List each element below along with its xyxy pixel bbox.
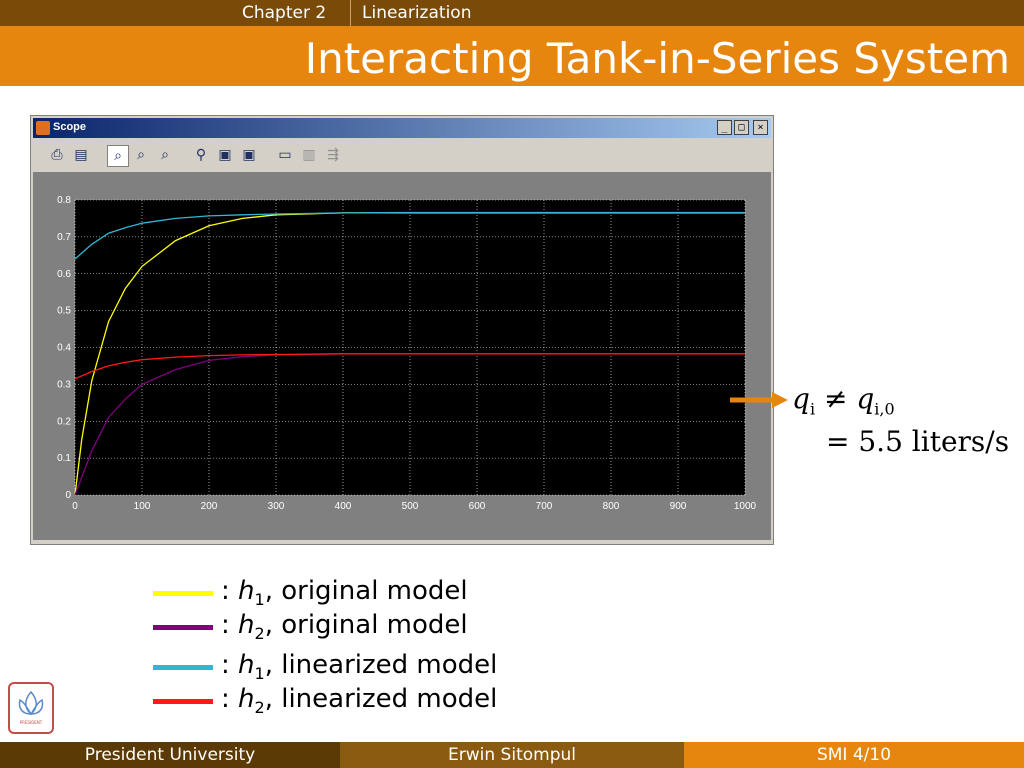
autoscale-icon[interactable]: ⚲ xyxy=(195,147,207,163)
title-bar: Interacting Tank-in-Series System xyxy=(0,26,1024,86)
x-tick-label: 0 xyxy=(72,501,78,512)
lock-axes-icon[interactable]: ▥ xyxy=(302,147,316,163)
scope-chart: 0 100 200 300 400 500 600 700 800 900 1000 0 0.1 0.2 0… xyxy=(57,195,757,512)
x-tick-label: 600 xyxy=(469,501,486,512)
y-tick-label: 0 xyxy=(65,490,71,501)
x-tick-label: 1000 xyxy=(734,501,757,512)
legend-label: : h1, original model xyxy=(221,576,468,610)
y-tick-label: 0.8 xyxy=(57,195,71,206)
legend-item: : h2, original model xyxy=(153,610,553,644)
y-tick-label: 0.6 xyxy=(57,269,71,280)
topic-label: Linearization xyxy=(362,3,472,23)
eq-operator: ≠ xyxy=(823,382,848,415)
y-tick-label: 0.3 xyxy=(57,379,71,390)
parameters-icon[interactable]: ▤ xyxy=(74,147,88,163)
eq-rhs: q xyxy=(856,382,875,415)
time-offset: Time offset: 0 xyxy=(35,580,101,591)
logo-text: PRESIDENT xyxy=(20,720,43,725)
y-tick-label: 0.1 xyxy=(57,453,71,464)
print-icon[interactable]: ⎙ xyxy=(51,147,63,163)
y-tick-label: 0.4 xyxy=(57,343,71,354)
legend-item: : h2, linearized model xyxy=(153,684,553,718)
matlab-icon xyxy=(36,121,50,135)
eq-lhs: q xyxy=(792,382,810,415)
orange-arrow-icon xyxy=(730,392,788,408)
lotus-logo-icon: PRESIDENT xyxy=(18,690,44,725)
legend-item: : h1, original model xyxy=(153,576,553,610)
x-tick-label: 800 xyxy=(603,501,620,512)
save-axes-icon[interactable]: ▣ xyxy=(218,147,232,163)
x-tick-label: 300 xyxy=(268,501,285,512)
zoom-icon[interactable]: ⌕ xyxy=(107,145,129,167)
y-tick-label: 0.7 xyxy=(57,232,71,243)
chapter-bar: Chapter 2 Linearization xyxy=(0,0,1024,26)
legend-swatch xyxy=(153,699,213,704)
legend-swatch xyxy=(153,665,213,670)
series-line xyxy=(74,211,745,260)
time-offset-value: 0 xyxy=(95,580,101,591)
legend-label: : h2, original model xyxy=(221,610,468,644)
flow-value: = 5.5 liters/s xyxy=(826,425,1010,458)
chapter-label: Chapter 2 xyxy=(242,3,327,23)
footer-center: Erwin Sitompul xyxy=(340,742,684,768)
plot-panel: 0 100 200 300 400 500 600 700 800 900 1000 0 0.1 0.2 0… xyxy=(33,172,771,591)
flow-inequality: qi ≠ qi,0 xyxy=(792,382,895,419)
restore-axes-icon[interactable]: ▣ xyxy=(242,147,256,163)
scope-window: Scope _ □ × ⎙ ▤ ⌕ ⌕ ⌕ ⚲ ▣ ▣ ▭ ▥ ⇶ 0 100 20… xyxy=(30,115,774,591)
eq-lhs-sub: i xyxy=(809,399,816,419)
x-tick-label: 500 xyxy=(402,501,419,512)
y-tick-label: 0.5 xyxy=(57,306,71,317)
legend-item: : h1, linearized model xyxy=(153,650,553,684)
footer: President University Erwin Sitompul SMI … xyxy=(0,742,1024,768)
time-offset-label: Time offset: xyxy=(35,580,87,591)
legend-swatch xyxy=(153,625,213,630)
legend-label: : h2, linearized model xyxy=(221,684,498,718)
x-tick-label: 400 xyxy=(335,501,352,512)
floating-scope-icon[interactable]: ▭ xyxy=(278,147,292,163)
signal-selector-icon[interactable]: ⇶ xyxy=(327,147,339,163)
eq-rhs-sub: i,0 xyxy=(874,399,895,419)
x-tick-label: 700 xyxy=(536,501,553,512)
minimize-button[interactable]: _ xyxy=(717,120,732,135)
header-divider xyxy=(350,0,351,26)
y-tick-label: 0.2 xyxy=(57,416,71,427)
maximize-button[interactable]: □ xyxy=(734,120,749,135)
footer-left: President University xyxy=(0,742,340,768)
scope-window-title: Scope xyxy=(53,121,87,133)
close-button[interactable]: × xyxy=(753,120,768,135)
footer-right: SMI 4/10 xyxy=(684,742,1024,768)
scope-titlebar: Scope _ □ × xyxy=(33,118,771,138)
scope-toolbar: ⎙ ▤ ⌕ ⌕ ⌕ ⚲ ▣ ▣ ▭ ▥ ⇶ xyxy=(35,142,769,170)
series-line xyxy=(74,353,745,380)
slide-title: Interacting Tank-in-Series System xyxy=(304,34,1010,83)
zoom-y-icon[interactable]: ⌕ xyxy=(161,147,169,163)
x-tick-label: 200 xyxy=(201,501,218,512)
zoom-x-icon[interactable]: ⌕ xyxy=(137,147,145,163)
legend-label: : h1, linearized model xyxy=(221,650,498,684)
x-tick-label: 900 xyxy=(670,501,687,512)
legend-swatch xyxy=(153,591,213,596)
x-tick-label: 100 xyxy=(134,501,151,512)
university-logo: PRESIDENT xyxy=(8,682,54,734)
